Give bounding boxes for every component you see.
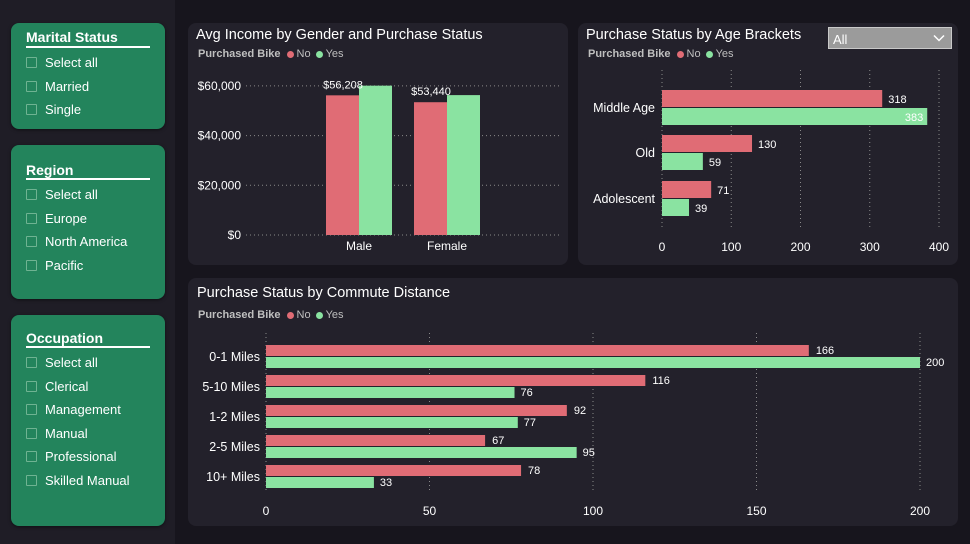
chart-title: Purchase Status by Commute Distance	[197, 285, 451, 301]
legend-title: Purchased Bike	[588, 48, 671, 60]
chart-legend: Purchased Bike No Yes	[198, 309, 349, 321]
region-slicer: Region Select all Europe North America P…	[11, 145, 165, 299]
commute-distance-panel: Purchase Status by Commute Distance Purc…	[188, 278, 958, 526]
legend-title: Purchased Bike	[198, 309, 281, 321]
chart-legend: Purchased Bike No Yes	[588, 48, 739, 60]
chart-legend: Purchased Bike No Yes	[198, 48, 349, 60]
age-brackets-panel: Purchase Status by Age Brackets Purchase…	[578, 23, 958, 265]
slicer-item-select-all[interactable]: Select all	[26, 185, 98, 203]
checkbox[interactable]	[26, 80, 37, 92]
checkbox[interactable]	[26, 103, 37, 115]
checkbox[interactable]	[26, 259, 37, 271]
slicer-item-label: Pacific	[45, 257, 84, 273]
legend-yes-label: Yes	[325, 309, 344, 321]
slicer-item-select-all[interactable]: Select all	[26, 53, 98, 71]
slicer-item-single[interactable]: Single	[26, 100, 81, 118]
slicer-item-professional[interactable]: Professional	[26, 447, 117, 465]
slicer-item-label: Married	[45, 78, 90, 94]
checkbox[interactable]	[26, 56, 37, 68]
legend-yes-label: Yes	[325, 48, 344, 60]
checkbox[interactable]	[26, 212, 37, 224]
legend-no-dot	[676, 50, 684, 58]
slicer-item-label: Professional	[45, 448, 117, 464]
slicer-underline	[26, 178, 150, 180]
chart-title: Purchase Status by Age Brackets	[586, 27, 802, 43]
slicer-item-europe[interactable]: Europe	[26, 209, 87, 227]
slicer-item-label: Management	[45, 401, 121, 417]
slicer-item-select-all[interactable]: Select all	[26, 353, 98, 371]
checkbox[interactable]	[26, 427, 37, 439]
slicer-item-label: Clerical	[45, 378, 89, 394]
chart-title: Avg Income by Gender and Purchase Status	[196, 27, 483, 43]
occupation-slicer: Occupation Select all Clerical Managemen…	[11, 315, 165, 526]
slicer-item-label: Select all	[45, 54, 98, 70]
slicer-item-clerical[interactable]: Clerical	[26, 377, 88, 395]
slicer-item-label: Europe	[45, 210, 87, 226]
slicer-item-label: Skilled Manual	[45, 472, 130, 488]
legend-no-label: No	[686, 48, 701, 60]
slicer-item-skilled-manual[interactable]: Skilled Manual	[26, 471, 130, 489]
checkbox[interactable]	[26, 356, 37, 368]
dropdown-value: All	[833, 32, 848, 47]
slicer-item-manual[interactable]: Manual	[26, 424, 88, 442]
slicer-underline	[26, 346, 150, 348]
legend-yes-label: Yes	[715, 48, 734, 60]
slicer-item-pacific[interactable]: Pacific	[26, 256, 83, 274]
slicer-item-management[interactable]: Management	[26, 400, 121, 418]
marital-status-slicer: Marital Status Select all Married Single	[11, 23, 165, 129]
checkbox[interactable]	[26, 380, 37, 392]
legend-no-label: No	[296, 48, 311, 60]
checkbox[interactable]	[26, 450, 37, 462]
slicer-underline	[26, 46, 150, 48]
checkbox[interactable]	[26, 188, 37, 200]
chevron-down-icon	[931, 30, 947, 51]
slicer-item-label: Select all	[45, 354, 98, 370]
legend-no-dot	[286, 50, 294, 58]
slicer-title: Region	[26, 162, 74, 178]
slicer-item-north-america[interactable]: North America	[26, 232, 127, 250]
checkbox[interactable]	[26, 235, 37, 247]
legend-no-label: No	[296, 309, 311, 321]
checkbox[interactable]	[26, 474, 37, 486]
legend-yes-dot	[315, 311, 323, 319]
slicer-item-married[interactable]: Married	[26, 77, 89, 95]
checkbox[interactable]	[26, 403, 37, 415]
age-filter-dropdown[interactable]: All	[828, 27, 952, 49]
slicer-title: Marital Status	[26, 29, 118, 45]
legend-no-dot	[286, 311, 294, 319]
slicer-title: Occupation	[26, 330, 104, 346]
legend-yes-dot	[705, 50, 713, 58]
legend-title: Purchased Bike	[198, 48, 281, 60]
slicer-item-label: North America	[45, 233, 128, 249]
slicer-item-label: Single	[45, 101, 82, 117]
slicer-item-label: Manual	[45, 425, 88, 441]
slicer-item-label: Select all	[45, 186, 98, 202]
avg-income-panel: Avg Income by Gender and Purchase Status…	[188, 23, 568, 265]
legend-yes-dot	[315, 50, 323, 58]
